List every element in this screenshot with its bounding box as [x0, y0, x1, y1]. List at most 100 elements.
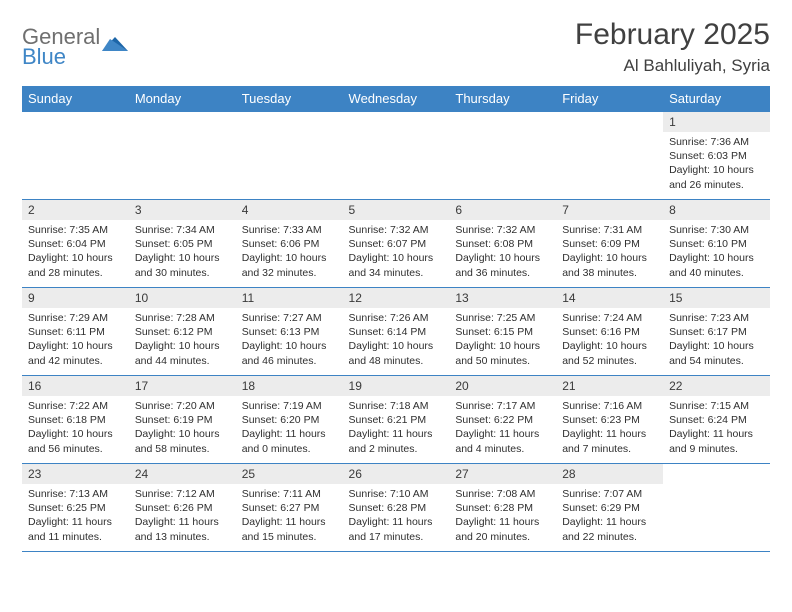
sunset-text: Sunset: 6:13 PM — [242, 325, 337, 339]
sunset-text: Sunset: 6:05 PM — [135, 237, 230, 251]
weekday-header: Saturday — [663, 86, 770, 112]
calendar-cell: 26Sunrise: 7:10 AMSunset: 6:28 PMDayligh… — [343, 464, 450, 552]
sunrise-text: Sunrise: 7:31 AM — [562, 223, 657, 237]
sunset-text: Sunset: 6:29 PM — [562, 501, 657, 515]
weekday-header: Friday — [556, 86, 663, 112]
calendar-cell: 4Sunrise: 7:33 AMSunset: 6:06 PMDaylight… — [236, 200, 343, 288]
day-body: Sunrise: 7:13 AMSunset: 6:25 PMDaylight:… — [22, 484, 129, 548]
sunrise-text: Sunrise: 7:17 AM — [455, 399, 550, 413]
calendar-cell: 25Sunrise: 7:11 AMSunset: 6:27 PMDayligh… — [236, 464, 343, 552]
daylight-text: Daylight: 10 hours and 44 minutes. — [135, 339, 230, 367]
daylight-text: Daylight: 11 hours and 13 minutes. — [135, 515, 230, 543]
daylight-text: Daylight: 11 hours and 9 minutes. — [669, 427, 764, 455]
sunset-text: Sunset: 6:07 PM — [349, 237, 444, 251]
sunset-text: Sunset: 6:15 PM — [455, 325, 550, 339]
calendar-cell: 1Sunrise: 7:36 AMSunset: 6:03 PMDaylight… — [663, 112, 770, 200]
calendar-cell — [129, 112, 236, 200]
calendar-table: Sunday Monday Tuesday Wednesday Thursday… — [22, 86, 770, 552]
day-number: 10 — [129, 288, 236, 308]
daylight-text: Daylight: 10 hours and 40 minutes. — [669, 251, 764, 279]
day-number: 24 — [129, 464, 236, 484]
calendar-cell: 23Sunrise: 7:13 AMSunset: 6:25 PMDayligh… — [22, 464, 129, 552]
daylight-text: Daylight: 11 hours and 20 minutes. — [455, 515, 550, 543]
daylight-text: Daylight: 11 hours and 11 minutes. — [28, 515, 123, 543]
daylight-text: Daylight: 10 hours and 48 minutes. — [349, 339, 444, 367]
daylight-text: Daylight: 11 hours and 7 minutes. — [562, 427, 657, 455]
day-number: 15 — [663, 288, 770, 308]
sunset-text: Sunset: 6:16 PM — [562, 325, 657, 339]
calendar-cell: 3Sunrise: 7:34 AMSunset: 6:05 PMDaylight… — [129, 200, 236, 288]
daylight-text: Daylight: 10 hours and 50 minutes. — [455, 339, 550, 367]
calendar-cell: 27Sunrise: 7:08 AMSunset: 6:28 PMDayligh… — [449, 464, 556, 552]
day-body: Sunrise: 7:30 AMSunset: 6:10 PMDaylight:… — [663, 220, 770, 284]
day-number: 19 — [343, 376, 450, 396]
calendar-row: 2Sunrise: 7:35 AMSunset: 6:04 PMDaylight… — [22, 200, 770, 288]
day-number: 5 — [343, 200, 450, 220]
daylight-text: Daylight: 10 hours and 54 minutes. — [669, 339, 764, 367]
calendar-cell — [663, 464, 770, 552]
day-body: Sunrise: 7:29 AMSunset: 6:11 PMDaylight:… — [22, 308, 129, 372]
sunset-text: Sunset: 6:08 PM — [455, 237, 550, 251]
daylight-text: Daylight: 10 hours and 30 minutes. — [135, 251, 230, 279]
sunset-text: Sunset: 6:19 PM — [135, 413, 230, 427]
day-body: Sunrise: 7:12 AMSunset: 6:26 PMDaylight:… — [129, 484, 236, 548]
sunrise-text: Sunrise: 7:16 AM — [562, 399, 657, 413]
calendar-page: General Blue February 2025 Al Bahluliyah… — [0, 0, 792, 562]
day-number: 20 — [449, 376, 556, 396]
day-number: 21 — [556, 376, 663, 396]
daylight-text: Daylight: 11 hours and 15 minutes. — [242, 515, 337, 543]
sunrise-text: Sunrise: 7:18 AM — [349, 399, 444, 413]
calendar-row: 16Sunrise: 7:22 AMSunset: 6:18 PMDayligh… — [22, 376, 770, 464]
sunrise-text: Sunrise: 7:36 AM — [669, 135, 764, 149]
day-number: 22 — [663, 376, 770, 396]
day-number: 13 — [449, 288, 556, 308]
sunrise-text: Sunrise: 7:23 AM — [669, 311, 764, 325]
sunset-text: Sunset: 6:27 PM — [242, 501, 337, 515]
calendar-cell: 15 Sunrise: 7:23 AMSunset: 6:17 PMDayligh… — [663, 288, 770, 376]
day-number: 6 — [449, 200, 556, 220]
day-number: 7 — [556, 200, 663, 220]
sunset-text: Sunset: 6:17 PM — [669, 325, 764, 339]
daylight-text: Daylight: 10 hours and 32 minutes. — [242, 251, 337, 279]
day-number: 17 — [129, 376, 236, 396]
day-body: Sunrise: 7:35 AMSunset: 6:04 PMDaylight:… — [22, 220, 129, 284]
day-body: Sunrise: 7:24 AMSunset: 6:16 PMDaylight:… — [556, 308, 663, 372]
day-body: Sunrise: 7:08 AMSunset: 6:28 PMDaylight:… — [449, 484, 556, 548]
sunrise-text: Sunrise: 7:11 AM — [242, 487, 337, 501]
sunrise-text: Sunrise: 7:08 AM — [455, 487, 550, 501]
sunset-text: Sunset: 6:21 PM — [349, 413, 444, 427]
sunrise-text: Sunrise: 7:26 AM — [349, 311, 444, 325]
day-body: Sunrise: 7:11 AMSunset: 6:27 PMDaylight:… — [236, 484, 343, 548]
weekday-header-row: Sunday Monday Tuesday Wednesday Thursday… — [22, 86, 770, 112]
day-number: 1 — [663, 112, 770, 132]
sunrise-text: Sunrise: 7:12 AM — [135, 487, 230, 501]
daylight-text: Daylight: 10 hours and 52 minutes. — [562, 339, 657, 367]
daylight-text: Daylight: 10 hours and 36 minutes. — [455, 251, 550, 279]
calendar-cell: 7Sunrise: 7:31 AMSunset: 6:09 PMDaylight… — [556, 200, 663, 288]
sunset-text: Sunset: 6:25 PM — [28, 501, 123, 515]
day-number: 25 — [236, 464, 343, 484]
sunrise-text: Sunrise: 7:30 AM — [669, 223, 764, 237]
sunset-text: Sunset: 6:10 PM — [669, 237, 764, 251]
calendar-cell: 11Sunrise: 7:27 AMSunset: 6:13 PMDayligh… — [236, 288, 343, 376]
calendar-cell: 8Sunrise: 7:30 AMSunset: 6:10 PMDaylight… — [663, 200, 770, 288]
daylight-text: Daylight: 11 hours and 4 minutes. — [455, 427, 550, 455]
day-body: Sunrise: 7:34 AMSunset: 6:05 PMDaylight:… — [129, 220, 236, 284]
sunrise-text: Sunrise: 7:33 AM — [242, 223, 337, 237]
calendar-cell: 17Sunrise: 7:20 AMSunset: 6:19 PMDayligh… — [129, 376, 236, 464]
daylight-text: Daylight: 11 hours and 22 minutes. — [562, 515, 657, 543]
calendar-body: 1Sunrise: 7:36 AMSunset: 6:03 PMDaylight… — [22, 112, 770, 552]
sunset-text: Sunset: 6:14 PM — [349, 325, 444, 339]
sunrise-text: Sunrise: 7:29 AM — [28, 311, 123, 325]
day-body: Sunrise: 7:07 AMSunset: 6:29 PMDaylight:… — [556, 484, 663, 548]
calendar-cell — [556, 112, 663, 200]
day-body: Sunrise: 7:32 AMSunset: 6:07 PMDaylight:… — [343, 220, 450, 284]
day-body: Sunrise: 7:16 AMSunset: 6:23 PMDaylight:… — [556, 396, 663, 460]
calendar-cell: 14Sunrise: 7:24 AMSunset: 6:16 PMDayligh… — [556, 288, 663, 376]
sunset-text: Sunset: 6:24 PM — [669, 413, 764, 427]
calendar-cell — [22, 112, 129, 200]
title-block: February 2025 Al Bahluliyah, Syria — [575, 18, 770, 76]
day-number: 26 — [343, 464, 450, 484]
day-number: 2 — [22, 200, 129, 220]
calendar-cell: 19Sunrise: 7:18 AMSunset: 6:21 PMDayligh… — [343, 376, 450, 464]
